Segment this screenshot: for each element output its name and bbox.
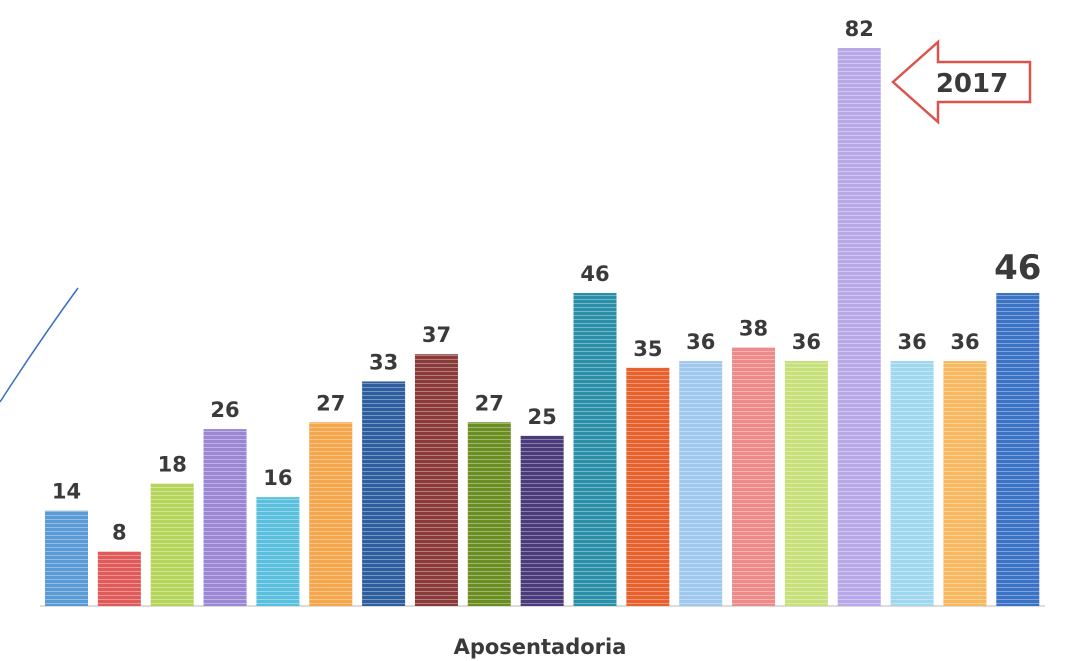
value-label: 27: [316, 391, 345, 415]
bar-texture: [150, 483, 194, 606]
bar-texture: [362, 381, 406, 606]
value-label: 14: [52, 480, 81, 504]
value-label: 35: [633, 337, 662, 361]
bar-texture: [626, 367, 670, 606]
annotation: 2017: [891, 39, 1032, 125]
bar-texture: [784, 361, 828, 606]
bar-texture: [679, 361, 723, 606]
decor-line: [0, 287, 79, 403]
value-label: 25: [528, 405, 557, 429]
value-label: 46: [994, 248, 1041, 288]
value-label: 18: [158, 453, 187, 477]
value-label: 27: [475, 391, 504, 415]
bar-texture: [309, 422, 353, 606]
annotation-arrow: [891, 39, 1032, 125]
bar-texture: [256, 497, 300, 606]
value-label: 38: [739, 316, 768, 340]
bar-texture: [732, 347, 776, 606]
bar-texture: [837, 48, 881, 606]
value-label: 82: [845, 17, 874, 41]
x-axis-label: Aposentadoria: [454, 635, 627, 659]
value-label: 33: [369, 350, 398, 374]
bar-texture: [573, 292, 617, 606]
bar-texture: [45, 510, 88, 606]
bar-texture: [996, 292, 1040, 606]
value-label: 37: [422, 323, 451, 347]
value-label: 26: [210, 398, 239, 422]
value-label: 46: [580, 262, 609, 286]
bar-texture: [467, 422, 511, 606]
value-label: 8: [112, 521, 127, 545]
bar-texture: [97, 551, 141, 606]
value-label: 16: [263, 466, 292, 490]
bar-texture: [203, 429, 247, 606]
bar-texture: [943, 361, 987, 606]
value-label: 36: [686, 330, 715, 354]
bar-texture: [890, 361, 934, 606]
value-label: 36: [950, 330, 979, 354]
bar-texture: [520, 435, 564, 606]
value-label: 36: [792, 330, 821, 354]
value-label: 36: [897, 330, 926, 354]
bar-texture: [414, 354, 458, 606]
annotation-text: 2017: [936, 69, 1008, 99]
